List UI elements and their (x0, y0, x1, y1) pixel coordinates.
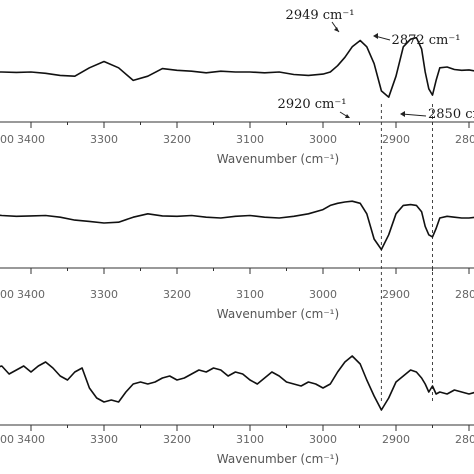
annotation-2949: 2949 cm⁻¹ (286, 8, 355, 23)
annotation-arrow-2850 (400, 111, 427, 117)
spectrum-line-2 (0, 200, 474, 251)
tick-label-2-2800: 2800 (455, 288, 474, 301)
tick-label-3-3000: 3000 (309, 433, 337, 446)
tick-label-1-3100: 3100 (236, 133, 264, 146)
x-ticks-3 (30, 425, 470, 431)
panel-3: 00 3400 3300 3200 3100 3000 2900 2800 Wa… (0, 355, 474, 466)
annotation-2872: 2872 cm⁻¹ (392, 33, 461, 48)
annotation-arrow-2920 (339, 111, 350, 118)
tick-label-3-2900: 2900 (382, 433, 410, 446)
spectrum-line-1 (0, 36, 474, 98)
tick-label-2-3000: 3000 (309, 288, 337, 301)
tick-label-1-3300: 3300 (90, 133, 118, 146)
tick-label-3-3200: 3200 (163, 433, 191, 446)
tick-label-3-3100: 3100 (236, 433, 264, 446)
tick-label-2-3100: 3100 (236, 288, 264, 301)
tick-label-2-3200: 3200 (163, 288, 191, 301)
x-axis-title-2: Wavenumber (cm⁻¹) (217, 307, 339, 321)
edge-tick-1: 00 (0, 133, 14, 146)
panel-2: 00 3400 3300 3200 3100 3000 2900 2800 Wa… (0, 200, 474, 321)
spectrum-line-3 (0, 355, 474, 411)
vertical-marker-lines (380, 104, 433, 403)
x-ticks-1 (30, 122, 470, 128)
tick-label-2-3400: 3400 (17, 288, 45, 301)
panel-1: 00 3400 3300 3200 3100 3000 2900 2800 Wa… (0, 8, 474, 166)
tick-label-1-3400: 3400 (17, 133, 45, 146)
tick-label-1-2900: 2900 (382, 133, 410, 146)
tick-label-1-3000: 3000 (309, 133, 337, 146)
edge-tick-3: 00 (0, 433, 14, 446)
annotation-2920: 2920 cm⁻¹ (278, 97, 347, 112)
tick-label-2-3300: 3300 (90, 288, 118, 301)
tick-label-1-3200: 3200 (163, 133, 191, 146)
x-axis-title-3: Wavenumber (cm⁻¹) (217, 452, 339, 466)
tick-label-3-3300: 3300 (90, 433, 118, 446)
x-ticks-2 (30, 268, 470, 274)
tick-label-1-2800: 2800 (455, 133, 474, 146)
tick-label-3-2800: 2800 (455, 433, 474, 446)
tick-label-3-3400: 3400 (17, 433, 45, 446)
annotation-arrow-2949 (331, 21, 340, 33)
tick-label-2-2900: 2900 (382, 288, 410, 301)
x-axis-title-1: Wavenumber (cm⁻¹) (217, 152, 339, 166)
annotation-2850: 2850 cm (428, 107, 474, 122)
edge-tick-2: 00 (0, 288, 14, 301)
annotation-arrow-2872 (373, 33, 391, 41)
